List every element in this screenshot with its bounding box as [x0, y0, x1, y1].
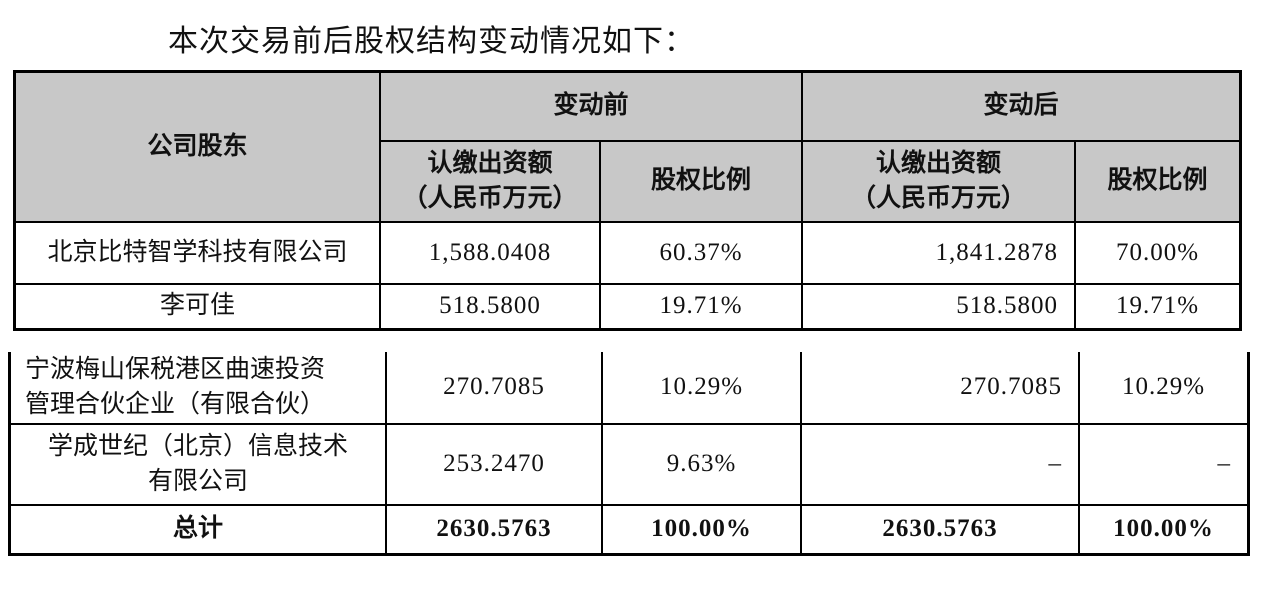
header-after-amount: 认缴出资额 （人民币万元） [801, 140, 1074, 221]
row-3-shareholder-line2: 管理合伙企业（有限合伙） [25, 390, 326, 418]
row-3-shareholder: 宁波梅山保税港区曲速投资 管理合伙企业（有限合伙） [11, 352, 385, 423]
row-1-before-ratio: 60.37% [599, 221, 801, 283]
document-title: 本次交易前后股权结构变动情况如下： [168, 25, 695, 58]
row-1-shareholder: 北京比特智学科技有限公司 [16, 221, 379, 283]
row-2-before-amount: 518.5800 [379, 283, 599, 328]
equity-table-segment-2: 宁波梅山保税港区曲速投资 管理合伙企业（有限合伙） 270.7085 10.29… [8, 352, 1250, 556]
row-4-before-amount: 253.2470 [385, 423, 601, 504]
header-before-amount-line2: （人民币万元） [402, 184, 578, 212]
row-3-after-ratio: 10.29% [1078, 352, 1247, 423]
row-3-shareholder-line1: 宁波梅山保税港区曲速投资 [25, 356, 326, 383]
row-3-before-ratio: 10.29% [601, 352, 800, 423]
row-total-before-ratio: 100.00% [601, 504, 800, 553]
row-1-before-amount: 1,588.0408 [379, 221, 599, 283]
row-2-shareholder: 李可佳 [16, 283, 379, 328]
row-total-before-amount: 2630.5763 [385, 504, 601, 553]
header-before-amount-line1: 认缴出资额 [427, 150, 553, 177]
header-shareholder: 公司股东 [16, 73, 379, 221]
row-2-before-ratio: 19.71% [599, 283, 801, 328]
row-total-label: 总计 [11, 504, 385, 553]
header-after-amount-line2: （人民币万元） [850, 184, 1026, 212]
header-before-ratio: 股权比例 [599, 140, 801, 221]
row-2-after-ratio: 19.71% [1074, 283, 1239, 328]
row-total-after-ratio: 100.00% [1078, 504, 1247, 553]
row-total-after-amount: 2630.5763 [800, 504, 1078, 553]
row-3-after-amount: 270.7085 [800, 352, 1078, 423]
header-after-ratio: 股权比例 [1074, 140, 1239, 221]
row-4-after-amount: – [800, 423, 1078, 504]
header-before: 变动前 [379, 73, 801, 140]
row-4-after-ratio: – [1078, 423, 1247, 504]
row-4-shareholder-line2: 有限公司 [147, 467, 248, 495]
header-after: 变动后 [801, 73, 1239, 140]
equity-table-segment-1: 公司股东 变动前 变动后 认缴出资额 （人民币万元） 股权比例 认缴出资额 （人… [13, 70, 1242, 331]
row-3-before-amount: 270.7085 [385, 352, 601, 423]
row-4-before-ratio: 9.63% [601, 423, 800, 504]
header-before-amount: 认缴出资额 （人民币万元） [379, 140, 599, 221]
row-1-after-amount: 1,841.2878 [801, 221, 1074, 283]
row-4-shareholder: 学成世纪（北京）信息技术 有限公司 [11, 423, 385, 504]
row-2-after-amount: 518.5800 [801, 283, 1074, 328]
header-after-amount-line1: 认缴出资额 [875, 150, 1001, 177]
row-1-after-ratio: 70.00% [1074, 221, 1239, 283]
row-4-shareholder-line1: 学成世纪（北京）信息技术 [47, 433, 348, 460]
